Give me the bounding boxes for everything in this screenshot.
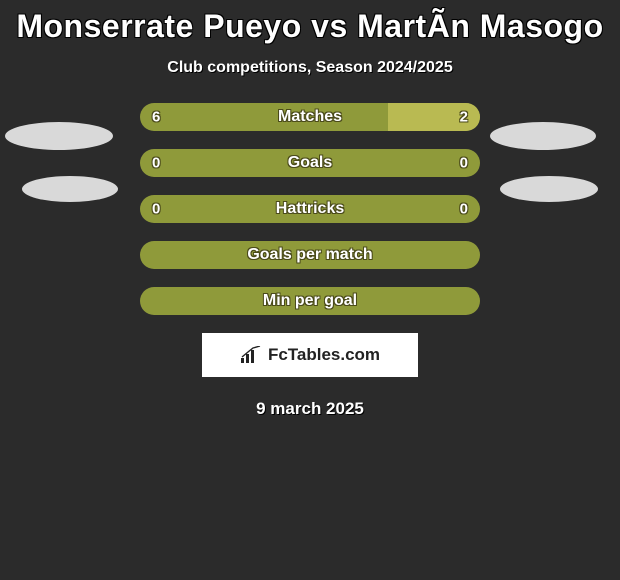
- bar-label: Min per goal: [263, 292, 357, 310]
- bar-value-left: 0: [152, 201, 160, 218]
- page-title: Monserrate Pueyo vs MartÃ­n Masogo: [0, 0, 620, 45]
- player-ellipse-0: [5, 122, 113, 150]
- date-label: 9 march 2025: [0, 399, 620, 419]
- bar-value-right: 0: [460, 201, 468, 218]
- stat-bar-goals: Goals 0 0: [140, 149, 480, 177]
- chart-icon: [240, 346, 262, 364]
- page-subtitle: Club competitions, Season 2024/2025: [0, 59, 620, 77]
- source-badge-text: FcTables.com: [268, 345, 380, 365]
- stat-bar-goals-per-match: Goals per match: [140, 241, 480, 269]
- bar-value-left: 0: [152, 155, 160, 172]
- player-ellipse-2: [22, 176, 118, 202]
- bar-label: Goals: [288, 154, 332, 172]
- stat-bar-hattricks: Hattricks 0 0: [140, 195, 480, 223]
- player-ellipse-3: [500, 176, 598, 202]
- stat-bar-min-per-goal: Min per goal: [140, 287, 480, 315]
- bar-label: Goals per match: [247, 246, 372, 264]
- player-ellipse-1: [490, 122, 596, 150]
- stat-bar-matches: Matches 6 2: [140, 103, 480, 131]
- bar-value-right: 2: [460, 109, 468, 126]
- bar-value-right: 0: [460, 155, 468, 172]
- comparison-bars: Matches 6 2 Goals 0 0 Hattricks 0 0 Goals per mat…: [140, 103, 480, 315]
- bar-label: Matches: [278, 108, 342, 126]
- bar-label: Hattricks: [276, 200, 344, 218]
- page-root: Monserrate Pueyo vs MartÃ­n Masogo Club …: [0, 0, 620, 580]
- source-badge: FcTables.com: [202, 333, 418, 377]
- bar-value-left: 6: [152, 109, 160, 126]
